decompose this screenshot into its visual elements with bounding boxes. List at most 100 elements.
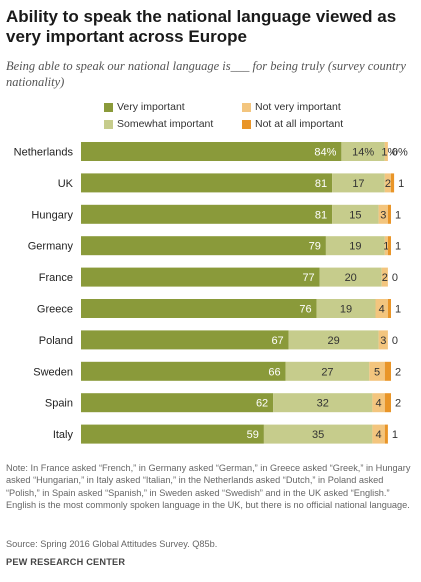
data-label-not-at-all-important: 1 xyxy=(398,178,404,190)
legend-swatch xyxy=(104,119,113,129)
data-label-somewhat-important: 27 xyxy=(321,366,333,378)
category-label: Netherlands xyxy=(14,147,74,159)
data-label-not-very-important: 5 xyxy=(374,366,380,378)
data-label-somewhat-important: 20 xyxy=(345,272,357,284)
bar-not-very-important xyxy=(372,393,385,413)
bar-not-very-important xyxy=(378,204,388,224)
data-label-not-at-all-important: 1 xyxy=(395,304,401,316)
data-label-not-at-all-important: 1 xyxy=(395,209,401,221)
data-label-not-at-all-important: 0% xyxy=(392,147,408,159)
legend-label: Somewhat important xyxy=(117,118,214,130)
bar-somewhat-important xyxy=(341,142,385,161)
data-label-very-important: 62 xyxy=(256,398,268,410)
data-label-very-important: 81 xyxy=(315,209,327,221)
data-label-very-important: 84% xyxy=(314,147,336,159)
data-label-somewhat-important: 17 xyxy=(352,178,364,190)
legend-label: Very important xyxy=(117,101,185,113)
category-label: Hungary xyxy=(31,209,73,221)
category-label: Greece xyxy=(37,304,73,316)
category-label: France xyxy=(39,272,73,284)
bar-very-important xyxy=(81,204,333,224)
data-label-not-at-all-important: 2 xyxy=(395,366,401,378)
bar-not-very-important xyxy=(378,330,388,350)
category-label: UK xyxy=(58,178,74,190)
legend-swatch xyxy=(104,102,113,112)
data-label-very-important: 59 xyxy=(247,429,259,441)
bar-somewhat-important xyxy=(325,236,385,256)
data-label-very-important: 66 xyxy=(268,366,280,378)
bar-very-important xyxy=(81,424,264,444)
data-label-not-very-important: 3 xyxy=(380,209,386,221)
bar-not-very-important xyxy=(375,299,388,318)
data-label-not-at-all-important: 0 xyxy=(392,335,398,347)
data-label-somewhat-important: 35 xyxy=(312,429,324,441)
data-label-not-very-important: 3 xyxy=(380,335,386,347)
bar-not-at-all-important xyxy=(384,361,391,381)
chart-subtitle: Being able to speak our national languag… xyxy=(6,59,406,89)
bar-very-important xyxy=(81,393,274,413)
data-label-very-important: 67 xyxy=(271,335,283,347)
data-label-not-very-important: 4 xyxy=(376,398,382,410)
data-label-somewhat-important: 19 xyxy=(340,304,352,316)
data-label-very-important: 77 xyxy=(302,272,314,284)
bar-not-at-all-important xyxy=(387,299,391,318)
bar-very-important xyxy=(81,330,289,350)
bar-very-important xyxy=(81,142,342,161)
data-label-somewhat-important: 29 xyxy=(328,335,340,347)
data-label-very-important: 81 xyxy=(315,178,327,190)
data-label-not-very-important: 4 xyxy=(379,304,385,316)
bar-somewhat-important xyxy=(316,299,376,318)
data-label-not-very-important: 2 xyxy=(382,272,388,284)
data-label-very-important: 76 xyxy=(299,304,311,316)
bar-not-very-important xyxy=(384,142,388,161)
legend: Very important Not very important Somewh… xyxy=(100,101,420,133)
bar-somewhat-important xyxy=(319,267,382,287)
data-label-not-at-all-important: 1 xyxy=(395,241,401,253)
data-label-somewhat-important: 14% xyxy=(352,147,374,159)
bar-very-important xyxy=(81,236,326,256)
data-label-not-very-important: 4 xyxy=(376,429,382,441)
bar-somewhat-important xyxy=(263,424,373,444)
organization-credit: PEW RESEARCH CENTER xyxy=(6,557,126,567)
bar-somewhat-important xyxy=(332,204,379,224)
data-label-very-important: 79 xyxy=(309,241,321,253)
bar-not-at-all-important xyxy=(387,236,391,256)
bar-not-at-all-important xyxy=(391,173,395,193)
legend-swatch xyxy=(242,119,251,129)
legend-label: Not at all important xyxy=(255,118,344,130)
bar-very-important xyxy=(81,173,333,193)
bar-very-important xyxy=(81,299,317,318)
chart-source: Source: Spring 2016 Global Attitudes Sur… xyxy=(6,539,218,549)
legend-item-not-at-all-important: Not at all important xyxy=(242,118,343,130)
data-label-not-very-important: 1% xyxy=(381,147,397,159)
bar-somewhat-important xyxy=(273,393,373,413)
bar-not-very-important xyxy=(384,173,391,193)
bar-not-at-all-important xyxy=(384,424,388,444)
bar-not-very-important xyxy=(372,424,385,444)
data-label-somewhat-important: 32 xyxy=(317,398,329,410)
legend-label: Not very important xyxy=(255,101,341,113)
data-label-somewhat-important: 15 xyxy=(349,209,361,221)
chart-note: Note: In France asked “French,” in Germa… xyxy=(6,463,411,510)
bar-very-important xyxy=(81,267,320,287)
category-label: Germany xyxy=(28,241,74,253)
bar-not-very-important xyxy=(369,361,385,381)
bar-very-important xyxy=(81,361,286,381)
bar-not-very-important xyxy=(381,267,388,287)
bar-somewhat-important xyxy=(288,330,379,350)
bar-somewhat-important xyxy=(332,173,385,193)
chart-title: Ability to speak the national language v… xyxy=(6,7,397,46)
bar-somewhat-important xyxy=(285,361,370,381)
data-label-not-very-important: 2 xyxy=(385,178,391,190)
data-label-not-at-all-important: 1 xyxy=(392,429,398,441)
data-label-not-very-important: 1 xyxy=(383,241,389,253)
bar-not-very-important xyxy=(384,236,388,256)
category-label: Italy xyxy=(53,429,74,441)
data-label-not-at-all-important: 2 xyxy=(395,398,401,410)
category-label: Spain xyxy=(45,398,73,410)
data-label-not-at-all-important: 0 xyxy=(392,272,398,284)
data-label-somewhat-important: 19 xyxy=(349,241,361,253)
bar-not-at-all-important xyxy=(384,393,391,413)
category-label: Poland xyxy=(39,335,73,347)
